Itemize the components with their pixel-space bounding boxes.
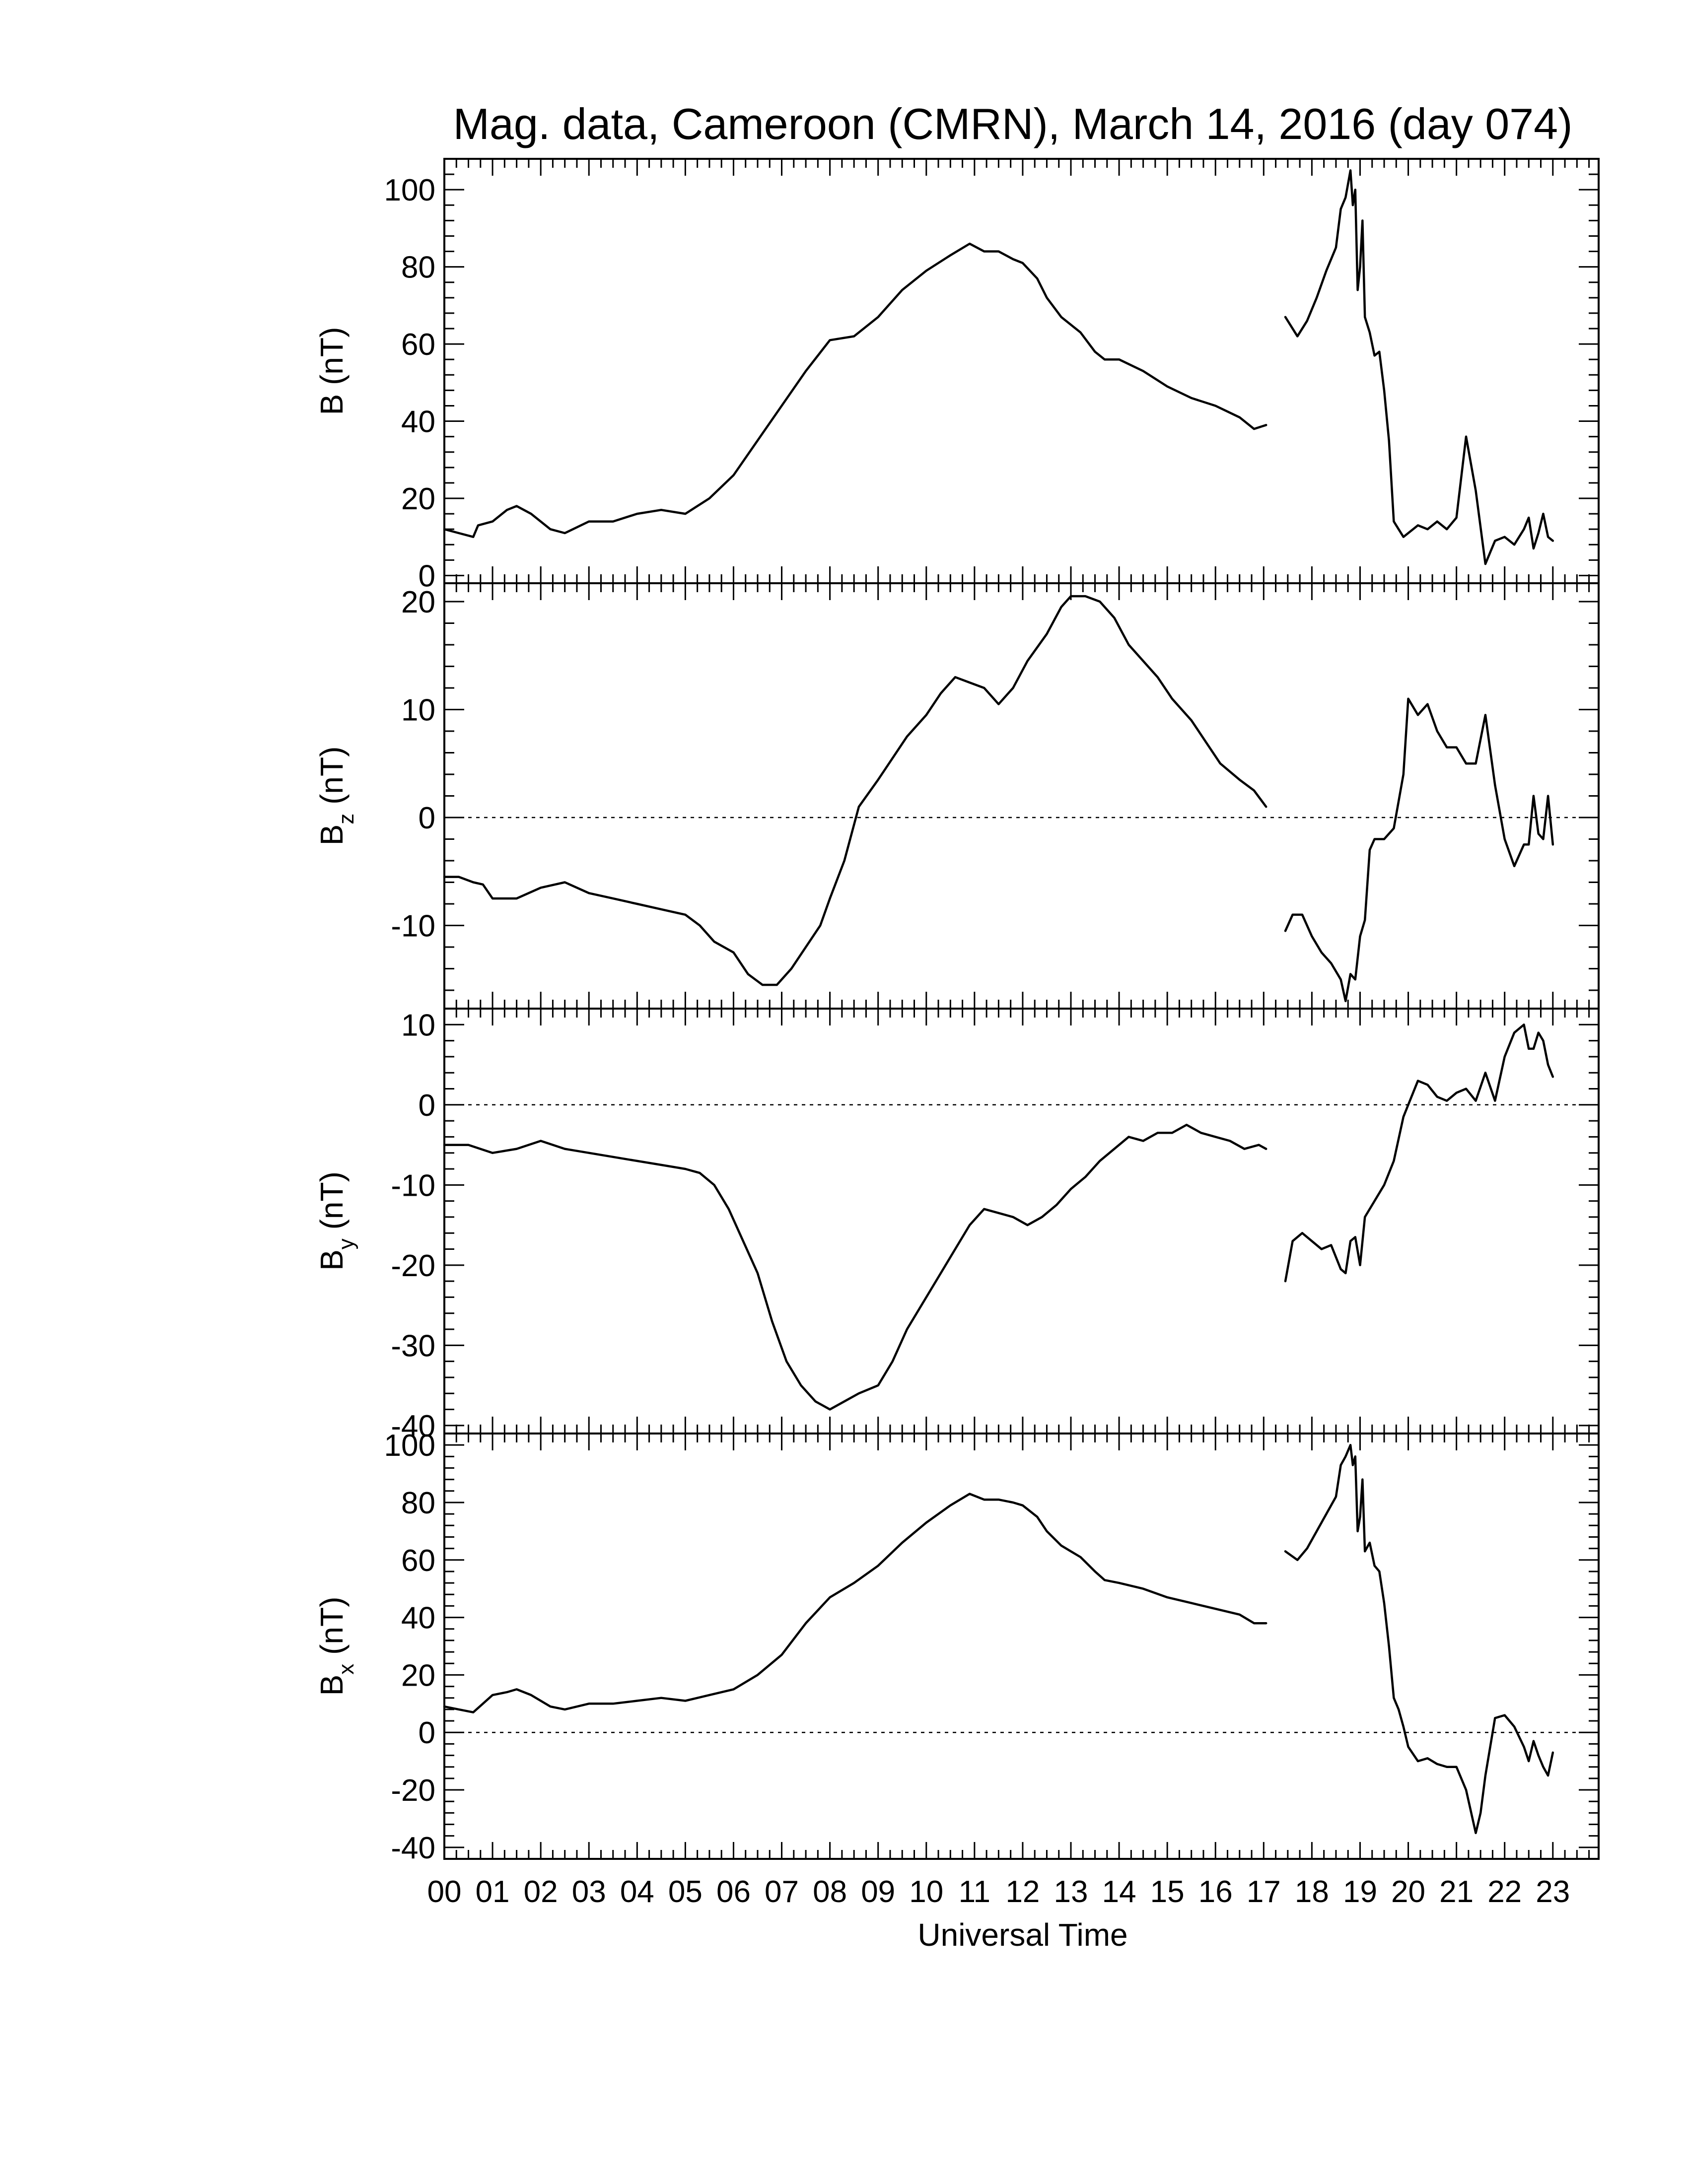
x-tick-label: 15 — [1150, 1875, 1185, 1909]
series-line-Bx — [443, 1443, 1554, 1835]
x-tick-label: 11 — [959, 1875, 990, 1909]
x-tick-label: 13 — [1054, 1875, 1088, 1909]
x-tick-label: 12 — [1005, 1875, 1040, 1909]
x-ticks-B — [443, 159, 1590, 583]
y-tick-label: -20 — [391, 1249, 435, 1283]
x-tick-label: 17 — [1247, 1875, 1281, 1909]
y-axis-label-symbol: B — [314, 394, 350, 415]
x-tick-label: 23 — [1536, 1875, 1570, 1909]
panel-Bx: -40 -20 0 20 40 60 80 100 Bx (nT) — [314, 1429, 1600, 1865]
y-tick-label: 0 — [419, 801, 435, 835]
panel-By: -40 -30 -20 -10 0 10 By (nT) — [314, 1008, 1600, 1443]
x-ticks-By — [443, 1009, 1590, 1433]
x-tick-label: 14 — [1102, 1875, 1136, 1909]
y-axis-label-By: By (nT) — [314, 1171, 358, 1271]
x-tick-label: 22 — [1487, 1875, 1522, 1909]
x-ticks-Bz — [443, 583, 1590, 1009]
y-axis-label-unit: (nT) — [314, 1171, 350, 1238]
y-tick-label: -40 — [391, 1831, 435, 1865]
panel-frame-Bz — [443, 582, 1600, 1010]
y-axis-label-unit: (nT) — [314, 747, 350, 814]
y-tick-label: -30 — [391, 1329, 435, 1363]
y-tick-label: 40 — [401, 405, 435, 439]
y-tick-label: 60 — [401, 328, 435, 362]
y-tick-label: 20 — [401, 482, 435, 516]
y-axis-label-symbol: B — [314, 1249, 350, 1271]
x-tick-label: 01 — [476, 1875, 510, 1909]
y-axis-label-symbol: B — [314, 1675, 350, 1696]
x-tick-label: 09 — [861, 1875, 895, 1909]
x-tick-label: 10 — [909, 1875, 943, 1909]
series-line-By — [443, 1024, 1554, 1411]
x-tick-label: 21 — [1439, 1875, 1474, 1909]
series-line-B — [443, 169, 1554, 565]
y-tick-label: 80 — [401, 251, 435, 285]
x-tick-label: 16 — [1198, 1875, 1233, 1909]
x-tick-label: 08 — [813, 1875, 847, 1909]
x-ticks-Bx — [443, 1433, 1590, 1859]
y-tick-label: 0 — [419, 1716, 435, 1750]
x-tick-label: 07 — [765, 1875, 799, 1909]
y-axis-label-subscript: z — [334, 814, 358, 824]
x-tick-label: 04 — [620, 1875, 654, 1909]
y-tick-label: 40 — [401, 1601, 435, 1636]
y-ticks-By: -40 -30 -20 -10 0 10 — [391, 1008, 1599, 1443]
y-tick-label: -10 — [391, 1168, 435, 1203]
y-axis-label-Bx: Bx (nT) — [314, 1597, 358, 1696]
panel-Bz: -10 0 10 20 Bz (nT) — [314, 582, 1600, 1010]
x-tick-label: 18 — [1295, 1875, 1329, 1909]
panel-frame-Bx — [443, 1433, 1600, 1860]
series-line-Bz — [443, 595, 1554, 1003]
y-axis-label-Bz: Bz (nT) — [314, 747, 358, 846]
y-tick-label: -10 — [391, 909, 435, 944]
y-ticks-Bz: -10 0 10 20 — [391, 585, 1599, 991]
y-tick-label: 0 — [419, 559, 435, 593]
x-tick-label: 20 — [1391, 1875, 1425, 1909]
x-tick-label: 00 — [427, 1875, 462, 1909]
y-ticks-Bx: -40 -20 0 20 40 60 80 100 — [384, 1429, 1599, 1865]
y-tick-label: 10 — [401, 693, 435, 727]
chart-title: Mag. data, Cameroon (CMRN), March 14, 20… — [453, 99, 1573, 148]
y-tick-label: 10 — [401, 1008, 435, 1042]
y-tick-label: 80 — [401, 1486, 435, 1520]
y-axis-label-subscript: x — [334, 1664, 358, 1675]
y-axis-label-symbol: B — [314, 824, 350, 846]
y-ticks-B: 0 20 40 60 80 100 — [384, 158, 1599, 593]
y-tick-label: -20 — [391, 1774, 435, 1808]
y-tick-label: -40 — [391, 1409, 435, 1443]
y-axis-label-subscript: y — [334, 1238, 358, 1249]
x-axis-tick-labels: 00 01 02 03 04 05 06 07 08 09 10 11 12 13 14 15 16 17 18 19… — [427, 1875, 1570, 1909]
y-tick-label: 60 — [401, 1544, 435, 1578]
y-tick-label: 20 — [401, 1658, 435, 1693]
y-axis-label-unit: (nT) — [314, 327, 350, 394]
panel-B: 0 20 40 60 80 100 B (nT) — [314, 158, 1600, 593]
y-tick-label: 20 — [401, 585, 435, 619]
y-tick-label: 100 — [384, 173, 435, 207]
x-tick-label: 03 — [572, 1875, 606, 1909]
x-tick-label: 06 — [716, 1875, 751, 1909]
y-tick-label: 100 — [384, 1429, 435, 1463]
y-axis-label-B: B (nT) — [314, 327, 350, 415]
x-tick-label: 19 — [1343, 1875, 1377, 1909]
y-tick-label: 0 — [419, 1089, 435, 1123]
x-tick-label: 02 — [524, 1875, 558, 1909]
x-axis-title: Universal Time — [917, 1917, 1127, 1953]
y-axis-label-unit: (nT) — [314, 1597, 350, 1664]
x-tick-label: 05 — [668, 1875, 703, 1909]
